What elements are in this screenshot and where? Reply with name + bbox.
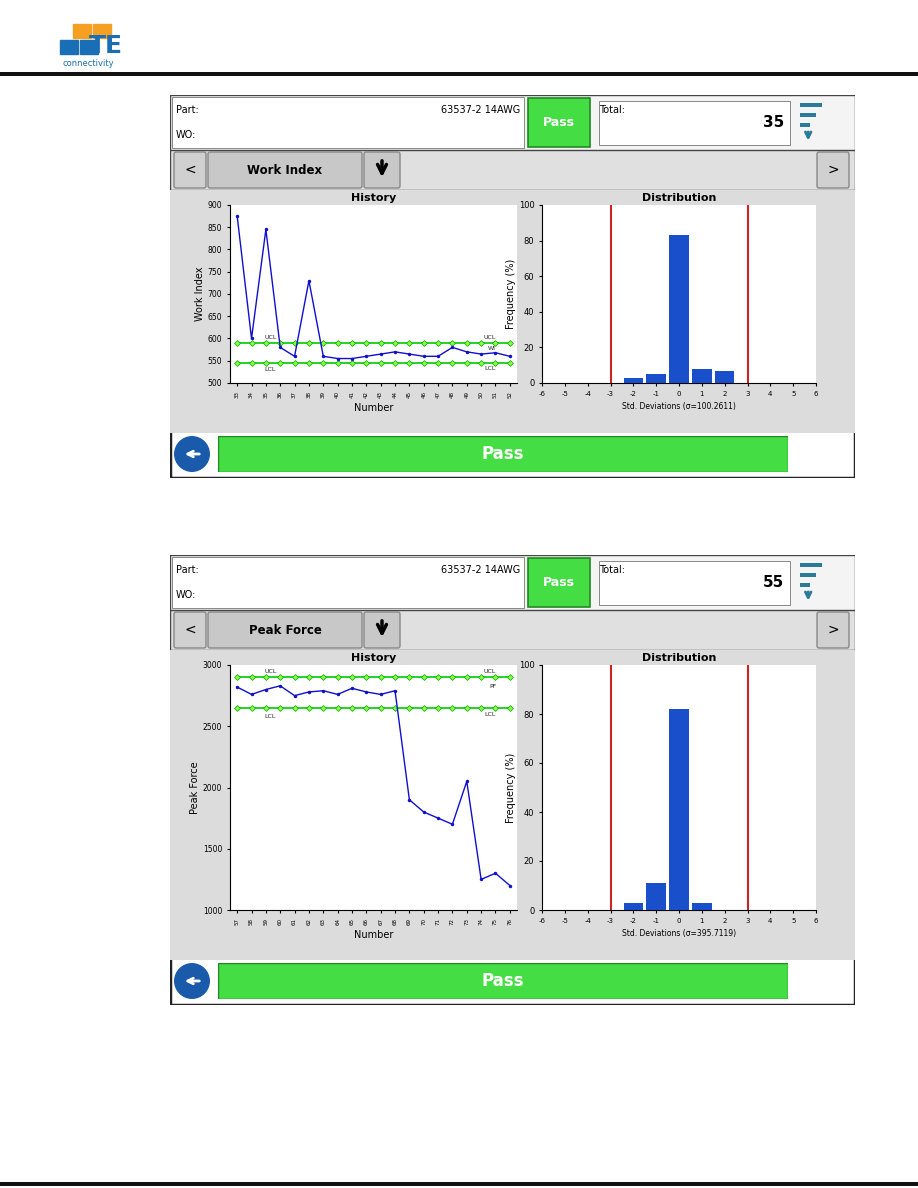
Bar (80, 40, 98, 53)
Text: <: < (185, 623, 196, 637)
Text: UCL: UCL (264, 335, 277, 340)
X-axis label: Std. Deviations (σ=100.2611): Std. Deviations (σ=100.2611) (622, 403, 736, 411)
Title: Distribution: Distribution (642, 192, 716, 203)
Bar (800, 103, 823, 107)
Text: LCL: LCL (264, 367, 275, 372)
Y-axis label: Frequency (%): Frequency (%) (506, 259, 516, 329)
Bar (623, 378, 643, 383)
Text: Pass: Pass (482, 972, 524, 990)
Bar (599, 101, 790, 145)
Text: Pass: Pass (482, 446, 524, 463)
FancyBboxPatch shape (174, 152, 206, 188)
Y-axis label: Peak Force: Peak Force (190, 762, 200, 814)
X-axis label: Number: Number (353, 403, 393, 413)
Text: Peak Force: Peak Force (249, 624, 321, 637)
Text: 35: 35 (763, 115, 785, 129)
Bar (172, 97, 524, 148)
FancyBboxPatch shape (208, 612, 362, 647)
Text: Total:: Total: (599, 106, 625, 115)
FancyBboxPatch shape (174, 612, 206, 647)
Title: History: History (351, 653, 397, 663)
Text: WI: WI (488, 346, 497, 350)
Bar (669, 709, 688, 910)
Title: Distribution: Distribution (642, 653, 716, 663)
FancyBboxPatch shape (364, 612, 400, 647)
Text: UCL: UCL (264, 669, 277, 674)
Text: WO:: WO: (176, 589, 196, 600)
FancyBboxPatch shape (208, 152, 362, 188)
Bar (692, 903, 711, 910)
Text: Pass: Pass (543, 576, 575, 589)
X-axis label: Std. Deviations (σ=395.7119): Std. Deviations (σ=395.7119) (621, 929, 736, 939)
Text: >: > (827, 623, 839, 637)
Text: 63537-2 14AWG: 63537-2 14AWG (441, 106, 521, 115)
Text: LCL: LCL (485, 712, 497, 716)
Bar (800, 563, 823, 567)
FancyBboxPatch shape (817, 612, 849, 647)
X-axis label: Number: Number (353, 930, 393, 940)
FancyBboxPatch shape (817, 152, 849, 188)
Text: connectivity: connectivity (62, 58, 114, 68)
Y-axis label: Frequency (%): Frequency (%) (506, 752, 516, 822)
Text: TE: TE (89, 34, 123, 58)
Y-axis label: Work Index: Work Index (195, 267, 205, 321)
Bar (646, 883, 666, 910)
Text: Total:: Total: (599, 565, 625, 575)
Bar (800, 122, 811, 127)
Bar (800, 573, 816, 577)
Text: Part:: Part: (176, 565, 199, 575)
Bar (172, 557, 524, 608)
Bar (60, 40, 78, 53)
Title: History: History (351, 192, 397, 203)
Text: 63537-2 14AWG: 63537-2 14AWG (441, 565, 521, 575)
Text: <: < (185, 163, 196, 177)
Text: LCL: LCL (264, 714, 275, 719)
Text: 55: 55 (763, 575, 785, 590)
Circle shape (174, 437, 209, 472)
Text: manualshlve.com: manualshlve.com (334, 571, 676, 735)
Circle shape (174, 963, 209, 998)
Text: WO:: WO: (176, 129, 196, 140)
Bar (93, 24, 111, 38)
Bar (528, 97, 590, 147)
Bar (646, 374, 666, 383)
FancyBboxPatch shape (364, 152, 400, 188)
Bar (715, 371, 734, 383)
Bar (800, 583, 811, 587)
Bar (800, 113, 816, 116)
Bar (692, 368, 711, 383)
Text: UCL: UCL (484, 669, 497, 674)
Bar (528, 558, 590, 607)
Text: Work Index: Work Index (248, 164, 322, 177)
Bar (669, 235, 688, 383)
Text: PF: PF (489, 684, 497, 689)
Text: LCL: LCL (485, 366, 497, 371)
Text: UCL: UCL (484, 335, 497, 340)
Text: Part:: Part: (176, 106, 199, 115)
Text: Pass: Pass (543, 116, 575, 129)
Bar (599, 561, 790, 605)
Bar (623, 903, 643, 910)
Bar (73, 24, 91, 38)
Text: >: > (827, 163, 839, 177)
